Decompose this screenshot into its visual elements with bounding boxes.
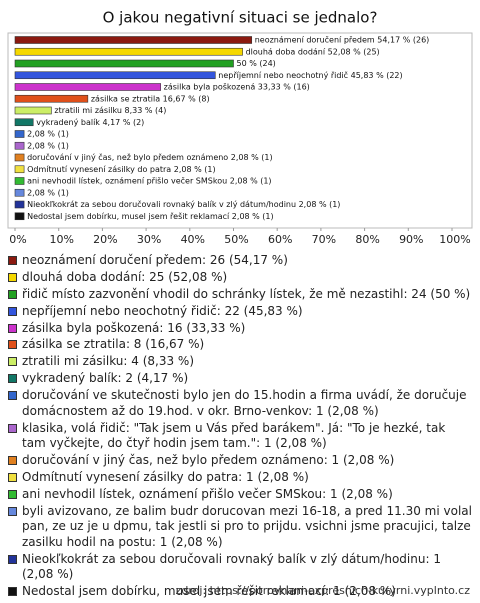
legend-swatch [8, 587, 17, 597]
legend-label: vykradený balík: 2 (4,17 %) [22, 371, 189, 386]
bar-label: 2,08 % (1) [27, 188, 69, 197]
x-tick-label: 80% [355, 233, 379, 246]
legend-swatch [8, 456, 17, 466]
legend-swatch [8, 340, 17, 350]
bar [14, 106, 52, 115]
legend-swatch [8, 391, 17, 401]
bar [14, 47, 243, 56]
bar [14, 118, 34, 127]
bar [14, 59, 234, 68]
legend-label: dlouhá doba dodání: 25 (52,08 %) [22, 269, 228, 284]
legend-item: ani nevhodil lístek, oznámení přišlo več… [6, 487, 472, 503]
legend-item: doručování v jiný čas, než bylo předem o… [6, 453, 472, 469]
bar-label: nepříjemní nebo neochotný řidič 45,83 % … [218, 70, 402, 80]
x-tick-label: 40% [181, 233, 205, 246]
legend-swatch [8, 306, 17, 316]
legend-label: zásilka se ztratila: 8 (16,67 %) [22, 337, 205, 352]
legend-label: klasika, volá řidič: "Tak jsem u Vás pře… [22, 420, 446, 451]
legend-label: Nieokľkokrát za sebou doručovali rovnaký… [22, 551, 441, 582]
bar [14, 188, 25, 197]
bar-label: vykradený balík 4,17 % (2) [36, 118, 144, 127]
x-tick-label: 50% [224, 233, 248, 246]
legend-swatch [8, 256, 17, 265]
legend-label: ani nevhodil lístek, oznámení přišlo več… [22, 486, 393, 501]
bar [14, 83, 161, 91]
legend-item: doručování ve skutečnosti bylo jen do 15… [6, 388, 472, 419]
legend-label: ztratili mi zásilku: 4 (8,33 %) [22, 354, 195, 369]
legend-swatch [8, 423, 17, 433]
legend-swatch [8, 289, 17, 299]
legend-item: neoznámení doručení předem: 26 (54,17 %) [6, 253, 472, 269]
legend-label: zásilka byla poškozená: 16 (33,33 %) [22, 320, 246, 335]
x-tick-label: 70% [312, 233, 336, 246]
legend-item: vykradený balík: 2 (4,17 %) [6, 371, 472, 387]
bar-label: Nieokľkokrát za sebou doručovali rovnaký… [27, 199, 340, 209]
legend-item: řidič místo zazvonění vhodil do schránky… [6, 287, 472, 303]
legend-label: Odmítnutí vynesení zásilky do patra: 1 (… [22, 469, 309, 484]
legend-item: zásilka se ztratila: 8 (16,67 %) [6, 337, 472, 353]
legend-label: byli avizovano, ze balim budr dorucovan … [22, 503, 472, 549]
bar-label: dlouhá doba dodání 52,08 % (25) [246, 47, 380, 56]
legend-label: doručování v jiný čas, než bylo předem o… [22, 453, 395, 468]
legend-swatch [8, 554, 17, 564]
legend-item: Odmítnutí vynesení zásilky do patra: 1 (… [6, 470, 472, 486]
legend-item: byli avizovano, ze balim budr dorucovan … [6, 504, 472, 551]
x-tick-label: 0% [9, 233, 26, 246]
legend-item: Nedostal jsem dobírku, musel jsem řešit … [6, 584, 472, 600]
legend-swatch [8, 506, 17, 516]
bar [14, 141, 25, 150]
source: zdroj: https://porovnani-expresnich-kury… [175, 584, 470, 597]
legend-item: nepříjemní nebo neochotný řidič: 22 (45,… [6, 304, 472, 320]
legend-label: řidič místo zazvonění vhodil do schránky… [22, 286, 471, 301]
bar [14, 212, 25, 221]
x-tick-label: 100% [439, 233, 470, 246]
bar [14, 177, 25, 185]
bar [14, 153, 25, 162]
bar-label: 2,08 % (1) [27, 130, 69, 139]
legend-swatch [8, 323, 17, 333]
legend-swatch [8, 472, 17, 482]
bar-label: 2,08 % (1) [27, 141, 69, 150]
bar-label: Nedostal jsem dobírku, musel jsem řešit … [27, 211, 274, 221]
legend-swatch [8, 374, 17, 384]
legend-item: zásilka byla poškozená: 16 (33,33 %) [6, 321, 472, 337]
legend-label: neoznámení doručení předem: 26 (54,17 %) [22, 253, 288, 267]
chart-title: O jakou negativní situaci se jednalo? [103, 9, 378, 27]
legend-item: dlouhá doba dodání: 25 (52,08 %) [6, 270, 472, 286]
chart: O jakou negativní situaci se jednalo? 0%… [7, 9, 473, 246]
legend-swatch [8, 272, 17, 282]
bar-label: neoznámení doručení předem 54,17 % (26) [255, 35, 430, 45]
x-tick-label: 60% [268, 233, 292, 246]
bar-label: zásilka byla poškozená 33,33 % (16) [164, 82, 310, 92]
bar-label: ztratili mi zásilku 8,33 % (4) [54, 106, 166, 115]
bar [14, 36, 253, 44]
bar [14, 200, 25, 209]
legend-label: nepříjemní nebo neochotný řidič: 22 (45,… [22, 303, 303, 318]
x-tick-label: 10% [49, 233, 73, 246]
bar-label: Odmítnutí vynesení zásilky do patra 2,08… [27, 165, 216, 174]
bar [14, 165, 25, 174]
bar-label: ani nevhodil lístek, oznámení přišlo več… [27, 176, 271, 186]
legend-label: Nedostal jsem dobírku, musel jsem řešit … [22, 584, 396, 599]
bar [14, 94, 89, 103]
bar [14, 71, 216, 80]
legend: neoznámení doručení předem: 26 (54,17 %)… [6, 253, 472, 598]
legend-item: Nieokľkokrát za sebou doručovali rovnaký… [6, 552, 472, 583]
bar-label: doručování v jiný čas, než bylo předem o… [27, 152, 273, 162]
legend-item: ztratili mi zásilku: 4 (8,33 %) [6, 354, 472, 370]
x-tick-label: 20% [93, 233, 117, 246]
legend-item: klasika, volá řidič: "Tak jsem u Vás pře… [6, 421, 472, 452]
bar-label: 50 % (24) [237, 59, 276, 68]
bar-label: zásilka se ztratila 16,67 % (8) [91, 94, 210, 103]
bar [14, 130, 25, 138]
legend-label: doručování ve skutečnosti bylo jen do 15… [22, 388, 467, 418]
x-tick-label: 90% [399, 233, 423, 246]
x-tick-label: 30% [137, 233, 161, 246]
legend-swatch [8, 489, 17, 499]
legend-swatch [8, 357, 17, 367]
